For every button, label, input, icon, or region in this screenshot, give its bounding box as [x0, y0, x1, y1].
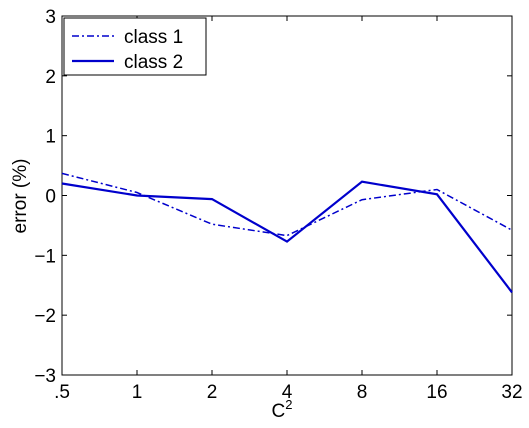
y-tick-label: −1 [34, 246, 56, 267]
x-tick-label: 4 [282, 382, 293, 403]
x-tick-labels: .5 1 2 4 8 16 32 [54, 382, 523, 403]
x-tick-label: 1 [132, 382, 143, 403]
y-tick-label: −2 [34, 306, 56, 327]
legend-label-class-1: class 1 [124, 27, 183, 48]
x-tick-label: 8 [357, 382, 368, 403]
y-tick-label: −3 [34, 366, 56, 387]
legend-box [63, 17, 207, 76]
x-tick-label: 32 [501, 382, 522, 403]
y-axis-label: error (%) [10, 159, 31, 234]
y-tick-label: 3 [45, 7, 56, 28]
x-tick-label: 16 [426, 382, 447, 403]
series-line-class-1 [61, 172, 513, 237]
series-line-class-2 [61, 180, 513, 294]
y-tick-label: 2 [45, 67, 56, 88]
axis-ticks [61, 15, 513, 376]
legend: class 1 class 2 [63, 17, 207, 76]
x-tick-label: 2 [207, 382, 218, 403]
series-lines [61, 172, 513, 294]
x-tick-label: .5 [54, 382, 70, 403]
y-tick-label: 0 [45, 187, 56, 208]
y-tick-label: 1 [45, 127, 56, 148]
x-axis-label: C2 [272, 397, 293, 422]
y-tick-labels: −3 −2 −1 0 1 2 3 [34, 7, 56, 387]
legend-label-class-2: class 2 [124, 52, 183, 73]
